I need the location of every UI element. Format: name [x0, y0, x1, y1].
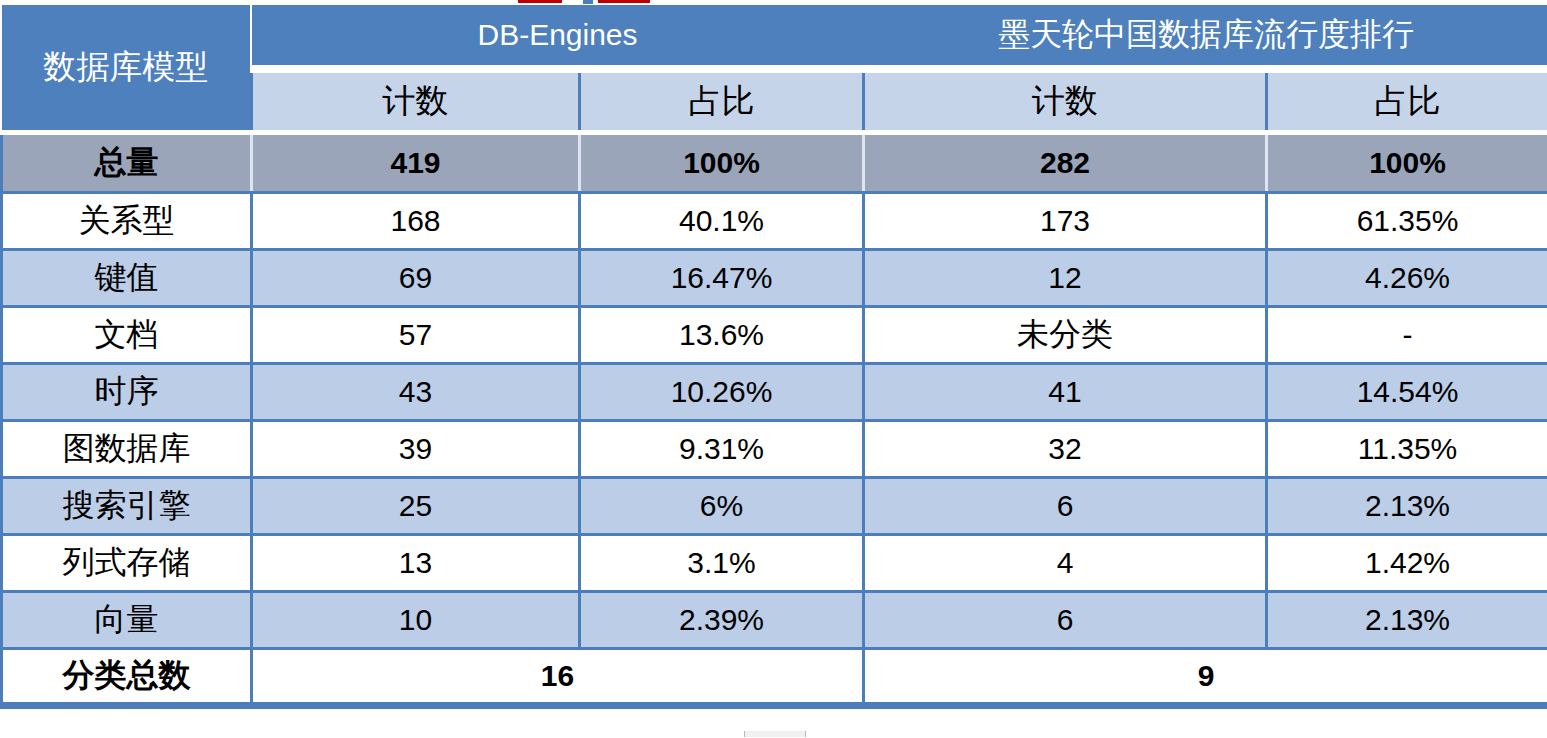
row-label: 列式存储: [2, 534, 252, 591]
subheader-count-db: 计数: [252, 73, 580, 130]
scrollbar-artifact: [744, 731, 806, 737]
cell-value: 未分类: [864, 306, 1267, 363]
cell-value: 1.42%: [1267, 534, 1547, 591]
cell-value: 14.54%: [1267, 363, 1547, 420]
row-label: 键值: [2, 249, 252, 306]
table-row: 搜索引擎 25 6% 6 2.13%: [2, 477, 1547, 534]
footer-total-db-engines: 16: [252, 648, 864, 705]
cell-value: 11.35%: [1267, 420, 1547, 477]
cell-value: 41: [864, 363, 1267, 420]
table-row: 列式存储 13 3.1% 4 1.42%: [2, 534, 1547, 591]
cell-value: 282: [864, 135, 1267, 192]
footer-total-motianlun: 9: [864, 648, 1547, 705]
row-label: 搜索引擎: [2, 477, 252, 534]
cell-value: 69: [252, 249, 580, 306]
subheader-share-mt: 占比: [1267, 73, 1547, 130]
cell-value: 25: [252, 477, 580, 534]
table-row-footer: 分类总数 16 9: [2, 648, 1547, 705]
cell-value: 10.26%: [580, 363, 864, 420]
cell-value: 4: [864, 534, 1267, 591]
cell-value: 12: [864, 249, 1267, 306]
cell-value: 3.1%: [580, 534, 864, 591]
row-label: 向量: [2, 591, 252, 648]
table-row: 时序 43 10.26% 41 14.54%: [2, 363, 1547, 420]
clipped-text-artifact: [598, 0, 650, 3]
cell-value: 6: [864, 477, 1267, 534]
header-gap: [252, 65, 1547, 73]
clipped-text-artifact: [518, 0, 562, 3]
database-model-comparison-table: 数据库模型 DB-Engines 墨天轮中国数据库流行度排行 计数 占比 计数 …: [0, 5, 1547, 709]
row-label: 分类总数: [2, 648, 252, 705]
cell-value: 2.13%: [1267, 477, 1547, 534]
cell-value: 173: [864, 192, 1267, 249]
cell-value: 2.39%: [580, 591, 864, 648]
cell-value: 61.35%: [1267, 192, 1547, 249]
table-row: 键值 69 16.47% 12 4.26%: [2, 249, 1547, 306]
cell-value: 419: [252, 135, 580, 192]
cell-value: 57: [252, 306, 580, 363]
screenshot-stage: 数据库模型 DB-Engines 墨天轮中国数据库流行度排行 计数 占比 计数 …: [0, 0, 1547, 738]
subheader-count-mt: 计数: [864, 73, 1267, 130]
clipped-text-artifact: [583, 0, 593, 4]
cell-value: 168: [252, 192, 580, 249]
cell-value: 100%: [580, 135, 864, 192]
table-row-total: 总量 419 100% 282 100%: [2, 135, 1547, 192]
table-row: 关系型 168 40.1% 173 61.35%: [2, 192, 1547, 249]
cell-value: 39: [252, 420, 580, 477]
cell-value: 6: [864, 591, 1267, 648]
cell-value: 40.1%: [580, 192, 864, 249]
cell-value: 6%: [580, 477, 864, 534]
corner-header: 数据库模型: [2, 5, 252, 130]
cell-value: 32: [864, 420, 1267, 477]
subheader-share-db: 占比: [580, 73, 864, 130]
table-row: 文档 57 13.6% 未分类 -: [2, 306, 1547, 363]
cell-value: 100%: [1267, 135, 1547, 192]
cell-value: 4.26%: [1267, 249, 1547, 306]
cell-value: 2.13%: [1267, 591, 1547, 648]
group-header-motianlun: 墨天轮中国数据库流行度排行: [864, 5, 1547, 65]
cell-value: 43: [252, 363, 580, 420]
group-header-db-engines: DB-Engines: [252, 5, 864, 65]
cell-value: 13.6%: [580, 306, 864, 363]
cell-value: 16.47%: [580, 249, 864, 306]
table-row: 向量 10 2.39% 6 2.13%: [2, 591, 1547, 648]
row-label: 文档: [2, 306, 252, 363]
row-label: 时序: [2, 363, 252, 420]
row-label: 图数据库: [2, 420, 252, 477]
row-label: 总量: [2, 135, 252, 192]
cell-value: -: [1267, 306, 1547, 363]
cell-value: 13: [252, 534, 580, 591]
table-row: 图数据库 39 9.31% 32 11.35%: [2, 420, 1547, 477]
row-label: 关系型: [2, 192, 252, 249]
cell-value: 9.31%: [580, 420, 864, 477]
cell-value: 10: [252, 591, 580, 648]
